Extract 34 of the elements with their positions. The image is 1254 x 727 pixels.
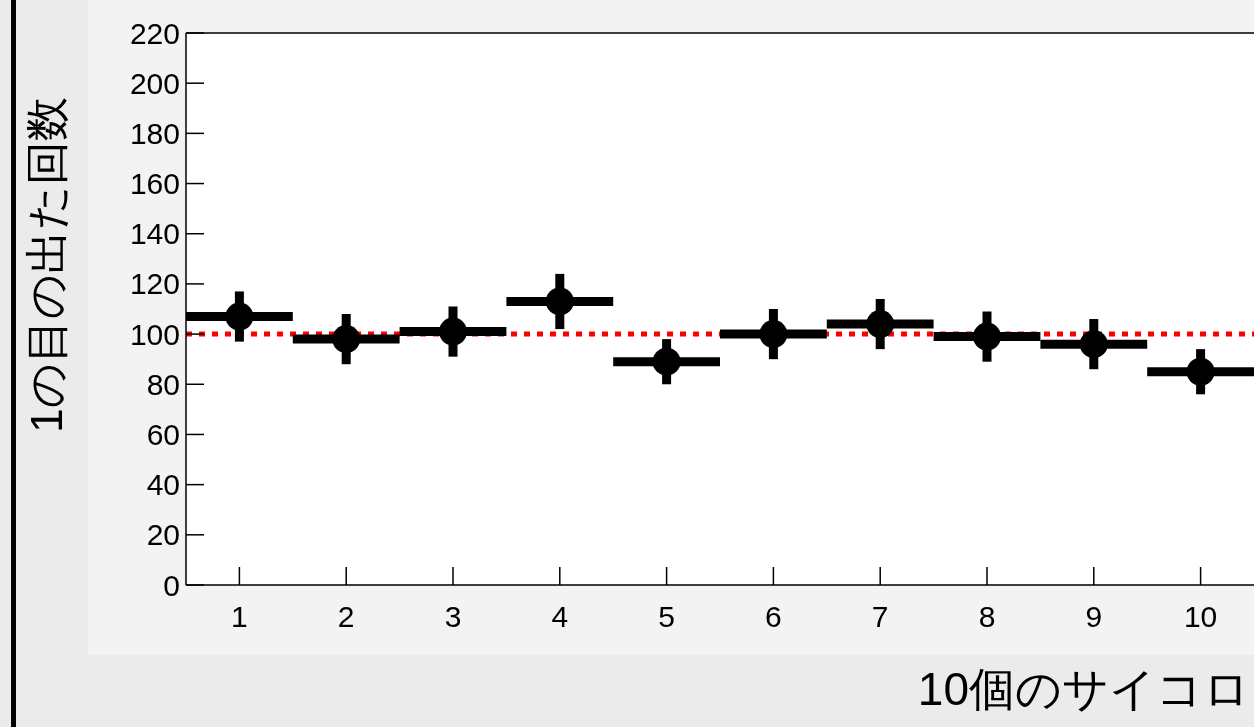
y-tick-label: 80 [146,367,180,401]
y-tick-label: 40 [146,468,180,502]
point [439,317,467,346]
point [1186,357,1215,386]
y-tick-label: 60 [146,417,180,451]
x-tick-label: 10 [1183,600,1218,633]
point [1079,330,1108,359]
y-tick-label: 180 [129,116,180,150]
x-tick-label: 3 [444,600,462,633]
point [652,347,681,376]
point [545,287,574,316]
y-tick-label: 140 [129,217,180,251]
point [225,302,254,331]
x-tick-label: 8 [978,600,996,633]
y-tick-label: 20 [146,518,180,552]
point [866,310,895,339]
y-tick-label: 160 [129,167,180,201]
point [332,325,361,354]
y-tick-label: 0 [163,568,180,602]
x-tick-label: 2 [337,600,355,633]
y-tick-label: 220 [129,16,180,50]
point [973,322,1001,351]
x-tick-label: 4 [551,600,569,633]
x-axis-title: 10個のサイコロ [917,663,1250,715]
y-tick-label: 120 [129,267,180,301]
y-tick-label: 100 [129,317,180,351]
x-tick-label: 9 [1085,600,1103,633]
x-tick-label: 5 [658,600,675,633]
x-tick-label: 7 [871,600,889,633]
point [759,320,788,349]
y-axis-title: 1の目の出た回数 [22,97,71,433]
x-tick-label: 6 [765,600,782,633]
x-tick-label: 1 [231,600,248,633]
y-tick-label: 200 [129,66,180,100]
